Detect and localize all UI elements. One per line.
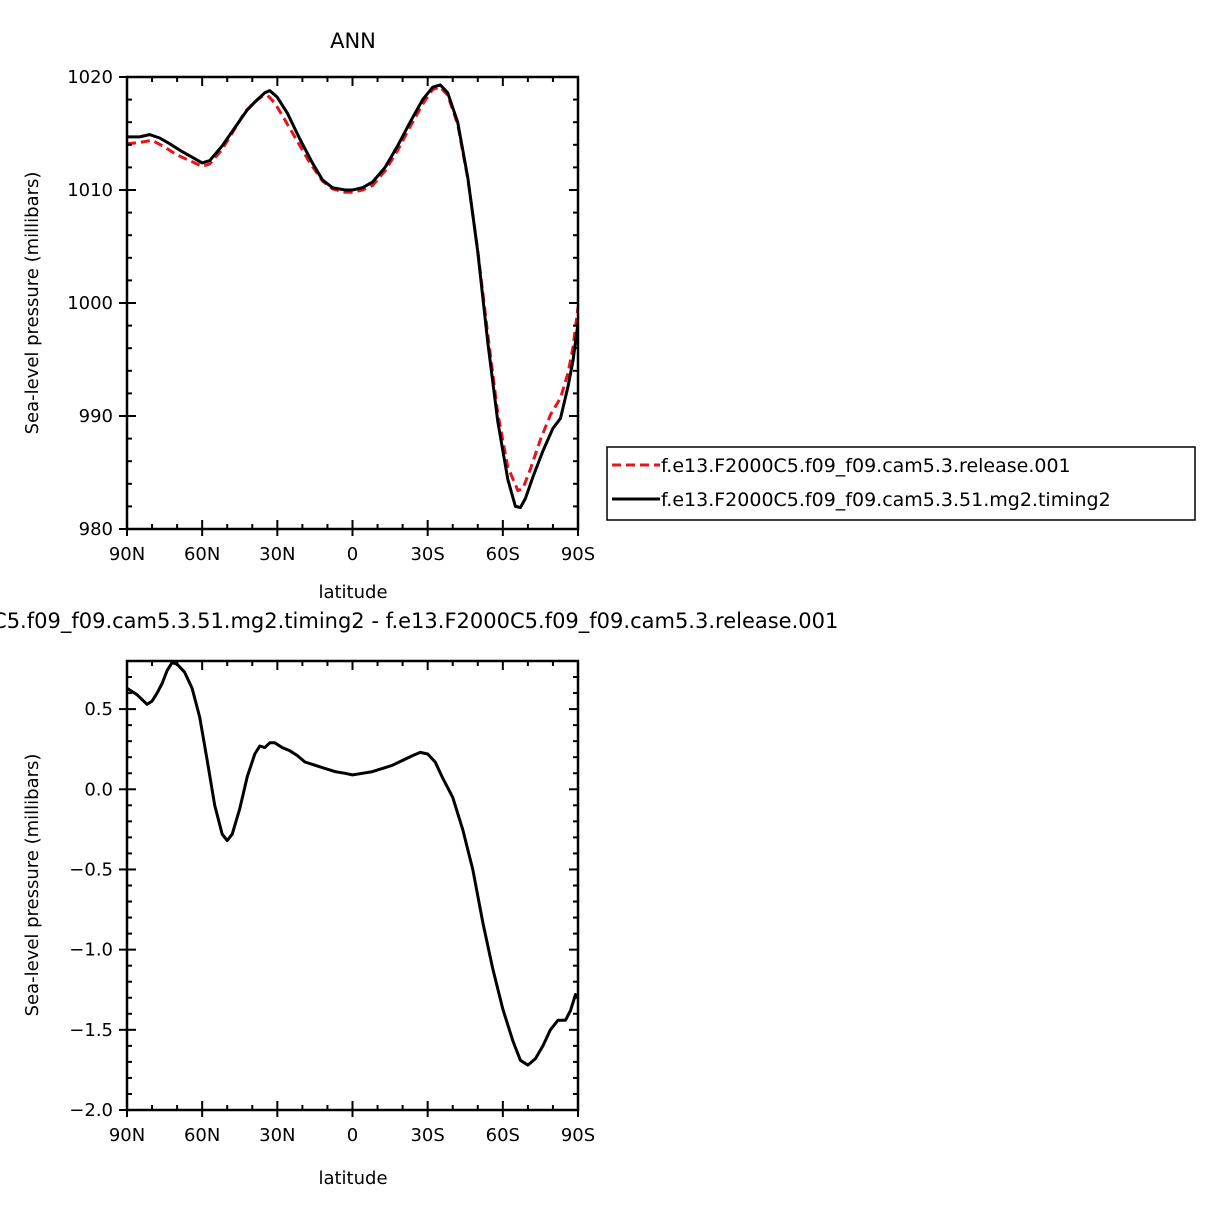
y-axis: −2.0 −1.5 −1.0 −0.5 0.0 0.5	[69, 660, 578, 1121]
y-tick-label: 990	[79, 406, 113, 427]
x-axis: 90N 60N 30N 0 30S 60S 90S	[109, 77, 595, 565]
series-line-1	[127, 85, 578, 493]
y-tick-label: 0.5	[84, 699, 113, 720]
x-tick-label: 90N	[109, 1125, 145, 1146]
x-tick-label: 90S	[561, 1125, 595, 1146]
series-line-1	[127, 661, 578, 1067]
plot-frame	[125, 659, 580, 1112]
x-tick-label: 90N	[109, 544, 145, 565]
series-line-2	[127, 83, 578, 509]
x-tick-label: 30N	[259, 544, 295, 565]
legend-label-series-1: f.e13.F2000C5.f09_f09.cam5.3.release.001	[661, 455, 1071, 477]
x-tick-label: 30S	[410, 1125, 444, 1146]
x-tick-label: 60S	[486, 1125, 520, 1146]
legend: f.e13.F2000C5.f09_f09.cam5.3.release.001…	[606, 446, 1196, 521]
legend-box	[606, 446, 1196, 521]
sea-level-pressure-difference-chart: f.e13.F2000C5.f09_f09.cam5.3.51.mg2.timi…	[0, 609, 838, 1189]
chart-marks	[127, 661, 578, 1067]
y-tick-label: 1020	[67, 67, 113, 88]
y-tick-label: 1000	[67, 293, 113, 314]
chart-title: ANN	[330, 29, 376, 53]
x-tick-label: 60S	[486, 544, 520, 565]
x-axis-label: latitude	[318, 582, 387, 603]
legend-label-series-2: f.e13.F2000C5.f09_f09.cam5.3.51.mg2.timi…	[661, 489, 1111, 511]
y-axis-label: Sea-level pressure (millibars)	[22, 754, 43, 1017]
y-tick-label: −1.0	[69, 940, 113, 961]
y-tick-label: 0.0	[84, 779, 113, 800]
x-tick-label: 60N	[184, 1125, 220, 1146]
y-tick-label: 980	[79, 519, 113, 540]
x-axis-label: latitude	[318, 1168, 387, 1189]
x-tick-label: 0	[347, 1125, 358, 1146]
y-axis-label: Sea-level pressure (millibars)	[22, 172, 43, 435]
y-tick-label: −1.5	[69, 1020, 113, 1041]
x-tick-label: 90S	[561, 544, 595, 565]
x-tick-label: 30N	[259, 1125, 295, 1146]
chart-title: f.e13.F2000C5.f09_f09.cam5.3.51.mg2.timi…	[0, 609, 838, 634]
plot-frame	[125, 75, 580, 531]
x-axis: 90N 60N 30N 0 30S 60S 90S	[109, 661, 595, 1146]
x-tick-label: 0	[347, 544, 358, 565]
chart-marks	[127, 83, 578, 509]
y-tick-label: −0.5	[69, 859, 113, 880]
y-tick-label: 1010	[67, 180, 113, 201]
x-tick-label: 60N	[184, 544, 220, 565]
x-tick-label: 30S	[410, 544, 444, 565]
sea-level-pressure-chart: ANN 90N 60N 30N 0 30S 60S 90S 980 990 1000 1010 10…	[22, 29, 595, 603]
y-axis: 980 990 1000 1010 1020	[67, 67, 578, 540]
y-tick-label: −2.0	[69, 1100, 113, 1121]
